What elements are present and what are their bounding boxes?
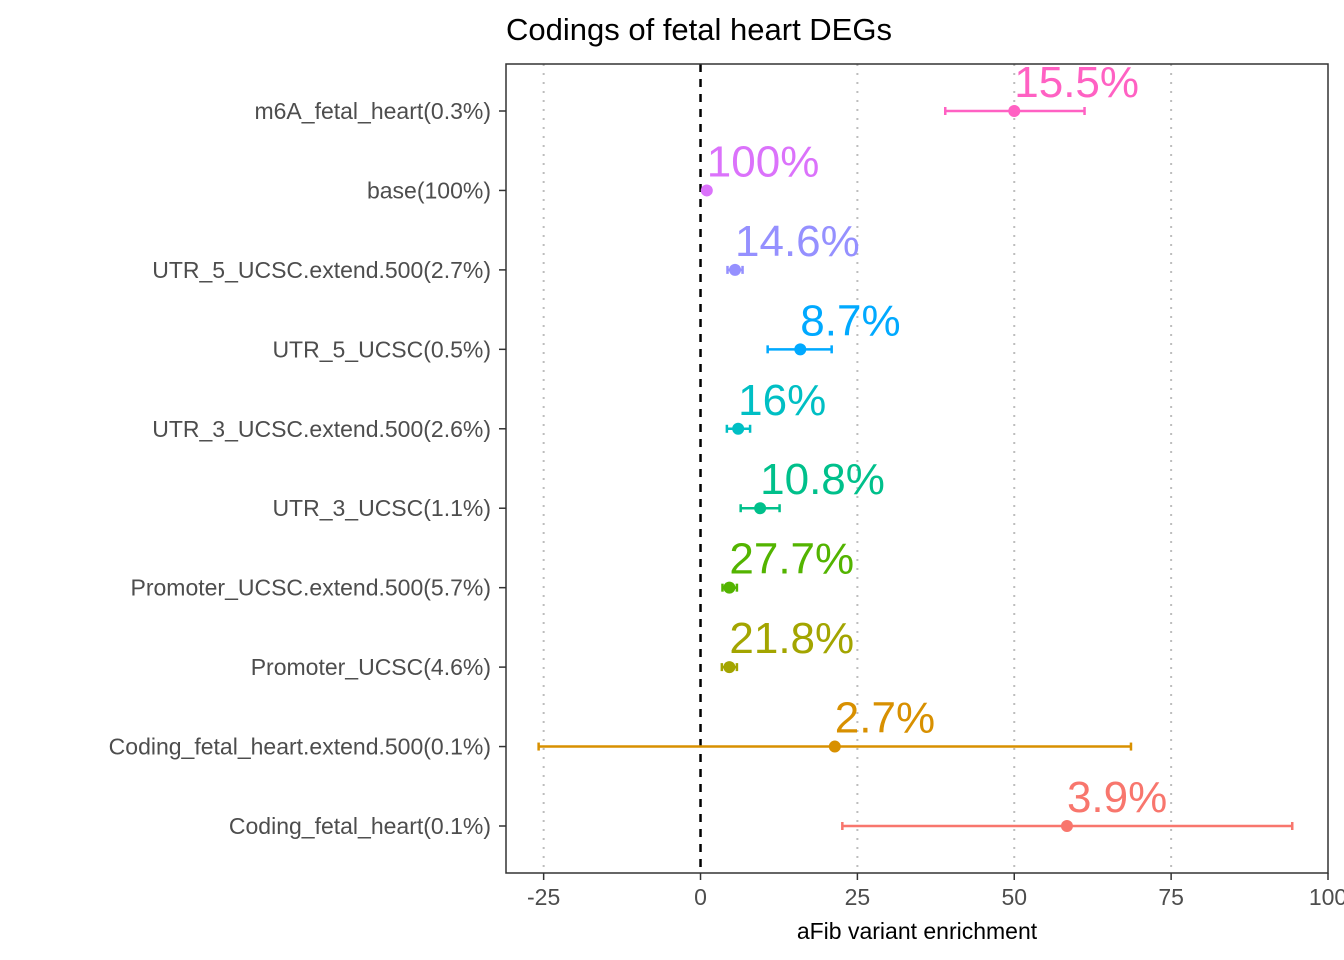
- data-point-8: [828, 740, 841, 753]
- plot-panel-border: [505, 63, 1329, 874]
- data-label: 15.5%: [1014, 58, 1139, 107]
- x-tick-label: -25: [527, 884, 560, 910]
- data-point-4: [732, 422, 745, 435]
- chart-title: Codings of fetal heart DEGs: [506, 12, 892, 47]
- data-point-6: [723, 581, 736, 594]
- x-axis-label: aFib variant enrichment: [797, 918, 1038, 944]
- data-label: 16%: [738, 376, 826, 425]
- data-label: 10.8%: [760, 455, 885, 504]
- category-label: Coding_fetal_heart(0.1%): [229, 813, 491, 839]
- category-label: Promoter_UCSC.extend.500(5.7%): [131, 575, 492, 601]
- category-label: UTR_3_UCSC.extend.500(2.6%): [152, 416, 491, 442]
- data-label: 3.9%: [1067, 773, 1167, 822]
- data-label: 27.7%: [729, 535, 854, 584]
- x-tick-label: 25: [845, 884, 871, 910]
- data-point-9: [1060, 820, 1073, 832]
- category-label: UTR_5_UCSC(0.5%): [272, 336, 491, 362]
- x-tick-label: 75: [1158, 884, 1184, 910]
- category-label: UTR_3_UCSC(1.1%): [272, 495, 491, 521]
- x-tick-label: 100: [1309, 884, 1344, 910]
- category-label: base(100%): [367, 177, 491, 203]
- x-tick-label: 50: [1001, 884, 1027, 910]
- data-point-2: [729, 263, 742, 276]
- data-point-3: [794, 343, 807, 356]
- category-label: Coding_fetal_heart.extend.500(0.1%): [109, 734, 491, 760]
- data-point-0: [1008, 105, 1021, 117]
- data-label: 21.8%: [729, 614, 854, 663]
- data-label: 2.7%: [835, 694, 935, 743]
- data-points: [537, 105, 1294, 832]
- data-label: 100%: [707, 137, 820, 186]
- category-axis: m6A_fetal_heart(0.3%) base(100%) UTR_5_UCS…: [109, 98, 506, 839]
- category-label: Promoter_UCSC(4.6%): [251, 654, 491, 680]
- data-point-5: [754, 502, 767, 515]
- data-label: 8.7%: [800, 296, 900, 345]
- x-axis: -25 0 25 50 75 100: [527, 873, 1344, 910]
- data-label: 14.6%: [735, 217, 860, 266]
- category-label: UTR_5_UCSC.extend.500(2.7%): [152, 257, 491, 283]
- x-tick-label: 0: [694, 884, 707, 910]
- category-label: m6A_fetal_heart(0.3%): [254, 98, 491, 124]
- data-point-7: [723, 661, 736, 674]
- data-point-1: [700, 184, 713, 197]
- data-labels: 15.5% 100% 14.6% 8.7% 16% 10.8% 27.7% 21.8% 2.7%…: [707, 58, 1167, 822]
